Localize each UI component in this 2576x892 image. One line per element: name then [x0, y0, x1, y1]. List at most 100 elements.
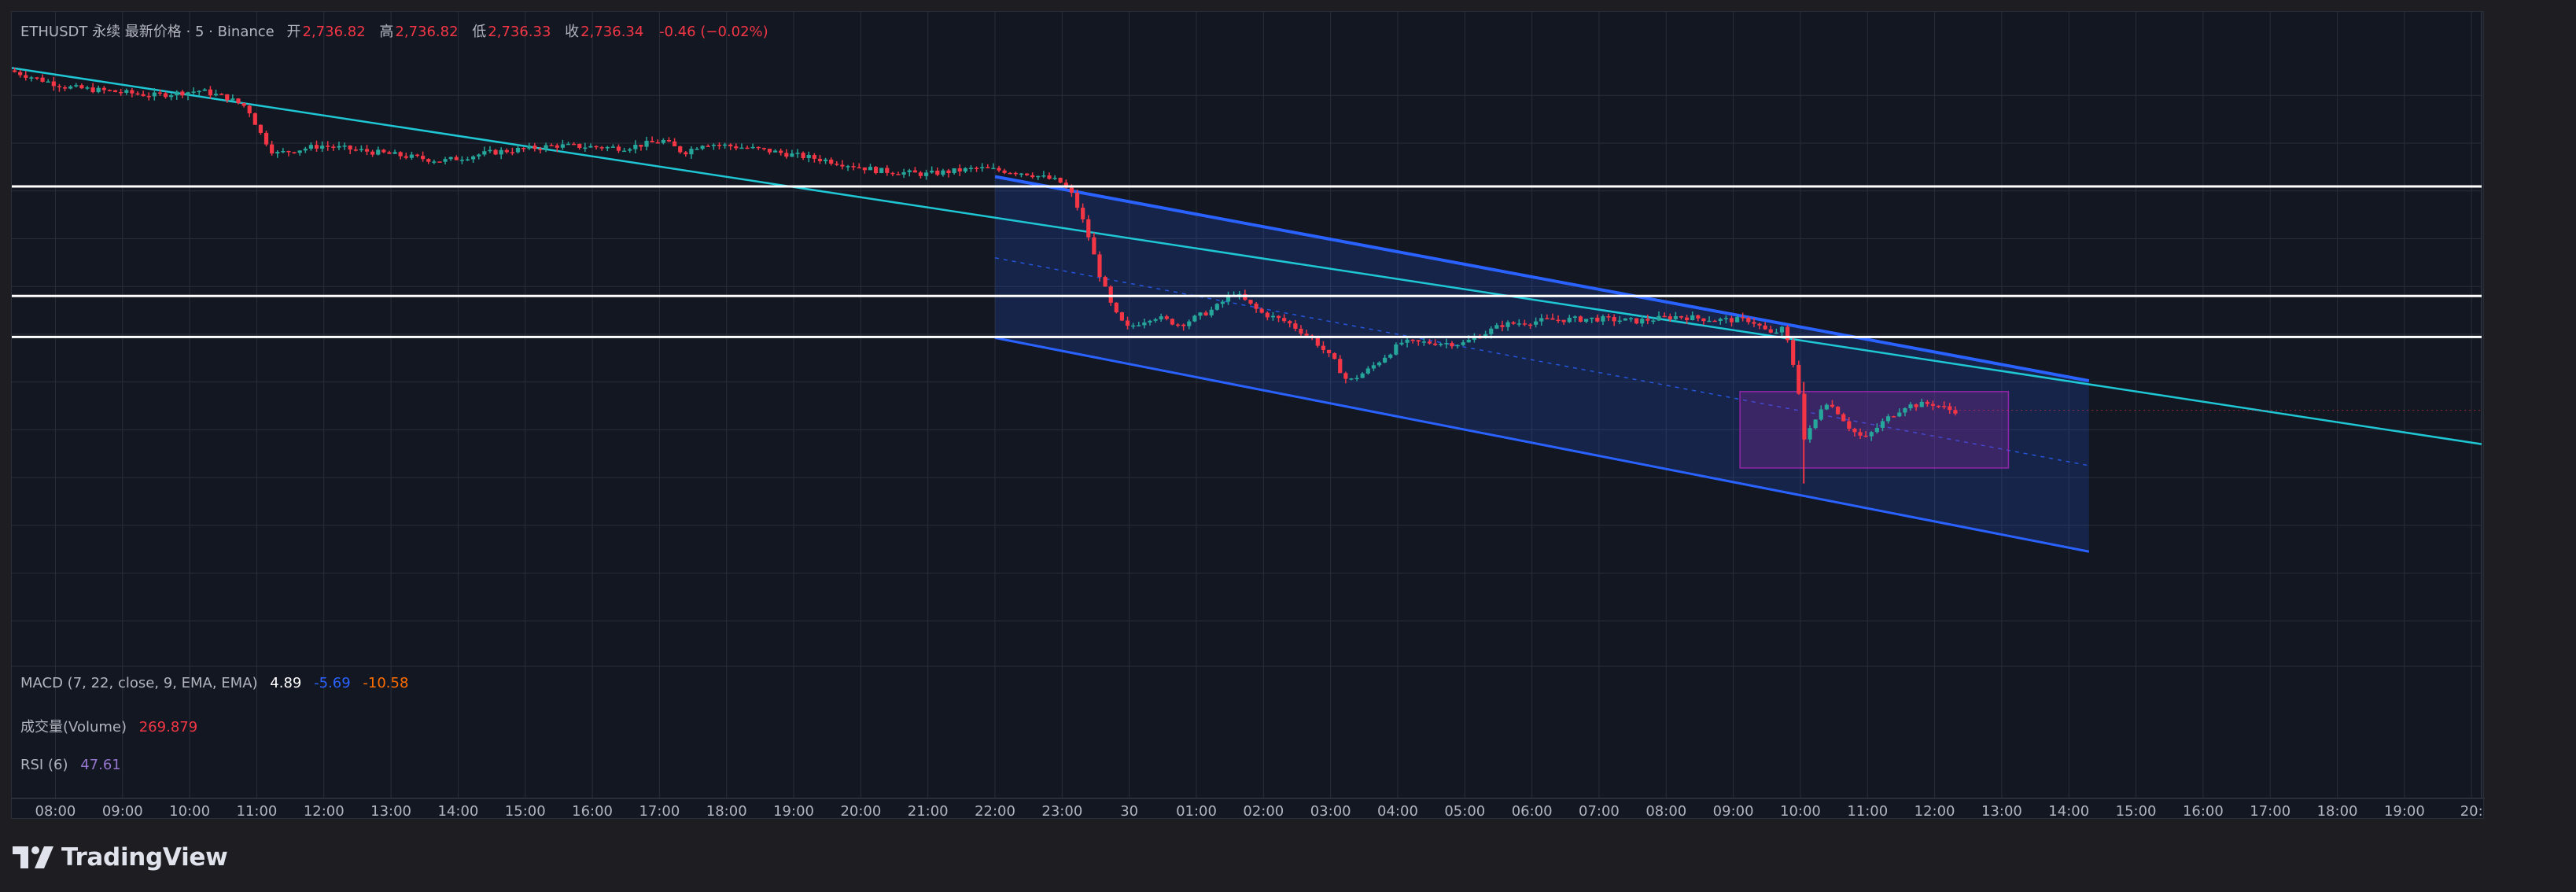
chart-panel[interactable]: 2,560.002,600.002,640.002,680.002,720.00…	[11, 11, 2485, 820]
candle-body	[991, 168, 996, 170]
open-label: 开	[286, 24, 301, 40]
candle-body	[57, 86, 62, 88]
candle-body	[527, 146, 532, 149]
candle-body	[968, 168, 974, 169]
candle-body	[1567, 318, 1572, 323]
volume-value: 269.879	[138, 719, 198, 735]
candle-body	[650, 141, 654, 142]
x-tick-label: 08:00	[1645, 803, 1686, 820]
x-tick-label: 10:00	[1780, 803, 1821, 820]
candle-body	[1550, 318, 1555, 320]
volume-legend[interactable]: 成交量(Volume) 269.879	[20, 716, 197, 736]
candle-body	[465, 159, 470, 161]
candle-body	[387, 152, 392, 154]
price-chart[interactable]: 2,560.002,600.002,640.002,680.002,720.00…	[12, 12, 2485, 820]
x-tick-label: 11:00	[237, 803, 278, 820]
candle-body	[918, 172, 923, 176]
candle-body	[1321, 345, 1326, 350]
candle-body	[1696, 315, 1701, 319]
candle-body	[1516, 323, 1521, 325]
candle-body	[292, 152, 297, 153]
candle-body	[1673, 315, 1678, 319]
macd-legend[interactable]: MACD (7, 22, close, 9, EMA, EMA) 4.89 -5…	[20, 675, 408, 691]
rsi-legend[interactable]: RSI (6) 47.61	[20, 757, 121, 773]
candle-body	[761, 148, 766, 149]
candle-body	[1500, 325, 1505, 327]
candle-body	[1421, 341, 1427, 343]
candle-body	[846, 166, 850, 168]
x-tick-label: 06:00	[1512, 803, 1553, 820]
candle-body	[1332, 352, 1337, 359]
candle-body	[1606, 316, 1611, 318]
candle-body	[1858, 432, 1863, 436]
candle-body	[415, 154, 420, 157]
symbol-title[interactable]: ETHUSDT 永续 最新价格 · 5 · Binance	[20, 24, 275, 40]
candle-body	[1315, 337, 1320, 346]
candle-body	[1074, 193, 1080, 208]
candle-body	[1433, 343, 1438, 345]
candle-body	[521, 148, 526, 149]
candle-body	[533, 146, 537, 149]
candle-body	[1444, 343, 1449, 345]
candle-body	[829, 159, 834, 164]
candle-body	[1276, 315, 1281, 319]
candle-body	[247, 105, 252, 114]
candle-body	[409, 154, 415, 158]
candle-body	[40, 77, 45, 82]
candle-body	[314, 145, 319, 149]
candle-body	[812, 154, 816, 159]
x-tick-label: 16:00	[2183, 803, 2224, 820]
candle-body	[1203, 312, 1208, 315]
candle-body	[957, 168, 962, 171]
candle-body	[795, 153, 800, 154]
candle-body	[986, 167, 990, 168]
candle-body	[35, 77, 39, 79]
candle-body	[1427, 341, 1432, 344]
candle-body	[941, 170, 945, 175]
x-tick-label: 17:00	[639, 803, 680, 820]
candle-body	[1953, 410, 1958, 414]
x-tick-label: 16:00	[572, 803, 613, 820]
candle-body	[112, 90, 118, 93]
candle-body	[1159, 316, 1163, 319]
candle-body	[488, 149, 492, 152]
x-tick-label: 08:00	[35, 803, 76, 820]
candle-body	[1572, 316, 1577, 319]
x-tick-label: 09:00	[102, 803, 143, 820]
candle-body	[1874, 427, 1879, 433]
macd-label: MACD (7, 22, close, 9, EMA, EMA)	[20, 675, 258, 691]
candle-body	[1835, 407, 1841, 415]
candle-body	[1679, 315, 1684, 318]
candle-body	[1092, 237, 1096, 255]
candle-body	[331, 146, 336, 148]
candle-body	[935, 170, 940, 175]
macd-value-3: -10.58	[363, 675, 409, 691]
x-tick-label: 07:00	[1579, 803, 1620, 820]
candle-body	[784, 153, 789, 157]
candle-body	[1757, 323, 1762, 326]
candle-body	[230, 98, 235, 101]
candle-body	[1948, 406, 1952, 411]
candle-body	[1522, 323, 1527, 325]
candle-body	[610, 146, 615, 148]
candle-body	[717, 145, 722, 146]
candle-body	[1763, 325, 1767, 330]
candle-body	[1214, 304, 1219, 310]
candle-body	[1192, 315, 1197, 322]
candle-body	[801, 153, 805, 158]
x-tick-label: 10:00	[169, 803, 210, 820]
candle-body	[1058, 178, 1063, 183]
candle-body	[477, 154, 481, 157]
x-tick-label: 30	[1120, 803, 1138, 820]
candle-body	[141, 94, 146, 97]
candle-body	[1617, 320, 1622, 323]
candle-body	[1170, 319, 1175, 325]
candle-body	[1181, 324, 1186, 326]
x-tick-label: 04:00	[1377, 803, 1418, 820]
candle-body	[711, 145, 716, 146]
candle-body	[840, 164, 845, 167]
x-tick-label: 09:00	[1713, 803, 1754, 820]
candle-body	[750, 146, 755, 149]
close-label: 收	[565, 24, 580, 40]
tradingview-logo[interactable]: TradingView	[13, 842, 228, 873]
